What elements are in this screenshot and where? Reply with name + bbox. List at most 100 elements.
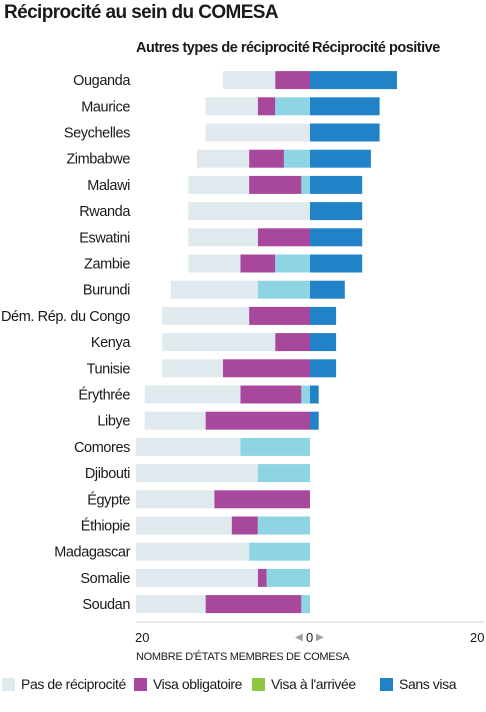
bar-visa-arrivee — [266, 568, 310, 587]
bar-visa-arrivee — [257, 516, 310, 535]
bar-visa-arrivee — [283, 149, 310, 168]
bar-visa-obligatoire — [214, 490, 310, 509]
country-label: Madagascar — [54, 545, 130, 561]
country-label: Ouganda — [73, 73, 131, 89]
left-column-header: Autres types de réciprocité — [136, 40, 310, 56]
legend-item-visa-obligatoire: Visa obligatoire — [134, 676, 242, 692]
bar-visa-obligatoire — [257, 568, 267, 587]
legend-item-sans-visa: Sans visa — [380, 676, 457, 692]
bar-pas-reciprocite — [136, 595, 206, 614]
bar-pas-reciprocite — [144, 411, 206, 430]
bar-pas-reciprocite — [205, 123, 310, 142]
bar-sans-visa — [310, 280, 345, 299]
legend: Pas de réciprocité Visa obligatoire Visa… — [0, 676, 486, 698]
bar-visa-obligatoire — [257, 97, 276, 116]
bar-sans-visa — [310, 359, 337, 378]
axis-right-arrow-icon: ▶ — [316, 632, 324, 643]
bar-visa-obligatoire — [205, 411, 310, 430]
bar-sans-visa — [310, 149, 371, 168]
bar-sans-visa — [310, 123, 380, 142]
bar-pas-reciprocite — [188, 228, 258, 247]
country-label: Eswatini — [79, 230, 130, 246]
country-label: Djibouti — [85, 466, 130, 482]
bar-visa-obligatoire — [249, 175, 302, 194]
bar-pas-reciprocite — [136, 516, 232, 535]
country-label: Éthiopie — [81, 518, 131, 535]
country-label: Tunisie — [87, 361, 131, 377]
bar-pas-reciprocite — [136, 464, 258, 483]
axis-title: NOMBRE D'ÉTATS MEMBRES DE COMESA — [136, 651, 350, 663]
country-label: Dém. Rép. du Congo — [1, 309, 130, 325]
legend-label: Visa à l'arrivée — [271, 676, 356, 692]
bar-visa-obligatoire — [275, 71, 310, 90]
bar-pas-reciprocite — [136, 437, 241, 456]
country-label: Somalie — [80, 571, 130, 587]
country-label: Seychelles — [64, 126, 130, 142]
legend-item-pas-reciprocite: Pas de réciprocité — [2, 676, 126, 692]
bar-visa-arrivee — [301, 385, 310, 404]
bar-pas-reciprocite — [223, 71, 276, 90]
bar-visa-obligatoire — [205, 595, 302, 614]
bar-pas-reciprocite — [136, 568, 258, 587]
legend-swatch-visa-arrivee — [252, 677, 265, 691]
bar-visa-obligatoire — [249, 306, 310, 325]
country-label: Maurice — [81, 99, 130, 115]
country-label: Rwanda — [79, 204, 131, 220]
bar-pas-reciprocite — [136, 490, 215, 509]
legend-swatch-visa-obligatoire — [134, 677, 147, 691]
bar-pas-reciprocite — [162, 359, 223, 378]
bar-pas-reciprocite — [188, 175, 250, 194]
bar-pas-reciprocite — [188, 254, 241, 273]
country-label: Zimbabwe — [66, 152, 130, 168]
legend-label: Sans visa — [399, 676, 457, 692]
bar-visa-arrivee — [275, 254, 310, 273]
bar-visa-arrivee — [301, 595, 310, 614]
bar-pas-reciprocite — [170, 280, 258, 299]
axis-left-arrow-icon: ◀ — [295, 632, 303, 643]
country-label: Soudan — [82, 597, 130, 613]
bar-sans-visa — [310, 71, 397, 90]
bar-sans-visa — [310, 228, 363, 247]
country-label: Érythrée — [78, 387, 130, 404]
bar-sans-visa — [310, 202, 363, 221]
right-column-header: Réciprocité positive — [312, 40, 440, 56]
axis-tick-right: 20 — [470, 630, 485, 645]
bar-visa-obligatoire — [231, 516, 258, 535]
bar-pas-reciprocite — [144, 385, 241, 404]
chart-title: Réciprocité au sein du COMESA — [4, 2, 279, 23]
bar-pas-reciprocite — [162, 306, 250, 325]
bar-visa-obligatoire — [249, 149, 284, 168]
country-label: Égypte — [87, 491, 130, 508]
legend-item-visa-arrivee: Visa à l'arrivée — [252, 676, 356, 692]
country-label: Libye — [97, 414, 130, 430]
bar-visa-obligatoire — [240, 254, 276, 273]
axis-tick-center: 0 — [306, 630, 314, 645]
bar-pas-reciprocite — [205, 97, 258, 116]
bar-pas-reciprocite — [136, 542, 250, 561]
bar-sans-visa — [310, 306, 337, 325]
country-label: Kenya — [91, 335, 131, 351]
bar-sans-visa — [310, 97, 380, 116]
country-label: Comores — [74, 440, 130, 456]
bar-visa-arrivee — [257, 280, 310, 299]
bar-visa-arrivee — [275, 97, 310, 116]
legend-label: Visa obligatoire — [153, 676, 243, 692]
bar-sans-visa — [310, 411, 319, 430]
bar-sans-visa — [310, 385, 319, 404]
country-label: Burundi — [83, 283, 130, 299]
bar-visa-arrivee — [249, 542, 310, 561]
country-label: Zambie — [84, 257, 130, 273]
bar-visa-obligatoire — [223, 359, 310, 378]
bar-pas-reciprocite — [188, 202, 310, 221]
bar-sans-visa — [310, 175, 363, 194]
legend-label: Pas de réciprocité — [21, 676, 126, 692]
bar-sans-visa — [310, 254, 363, 273]
bar-pas-reciprocite — [162, 333, 276, 352]
bar-pas-reciprocite — [196, 149, 250, 168]
bar-visa-obligatoire — [275, 333, 310, 352]
bar-visa-arrivee — [257, 464, 310, 483]
bar-visa-obligatoire — [240, 385, 302, 404]
axis-tick-left: 20 — [135, 630, 150, 645]
country-label: Malawi — [87, 178, 130, 194]
